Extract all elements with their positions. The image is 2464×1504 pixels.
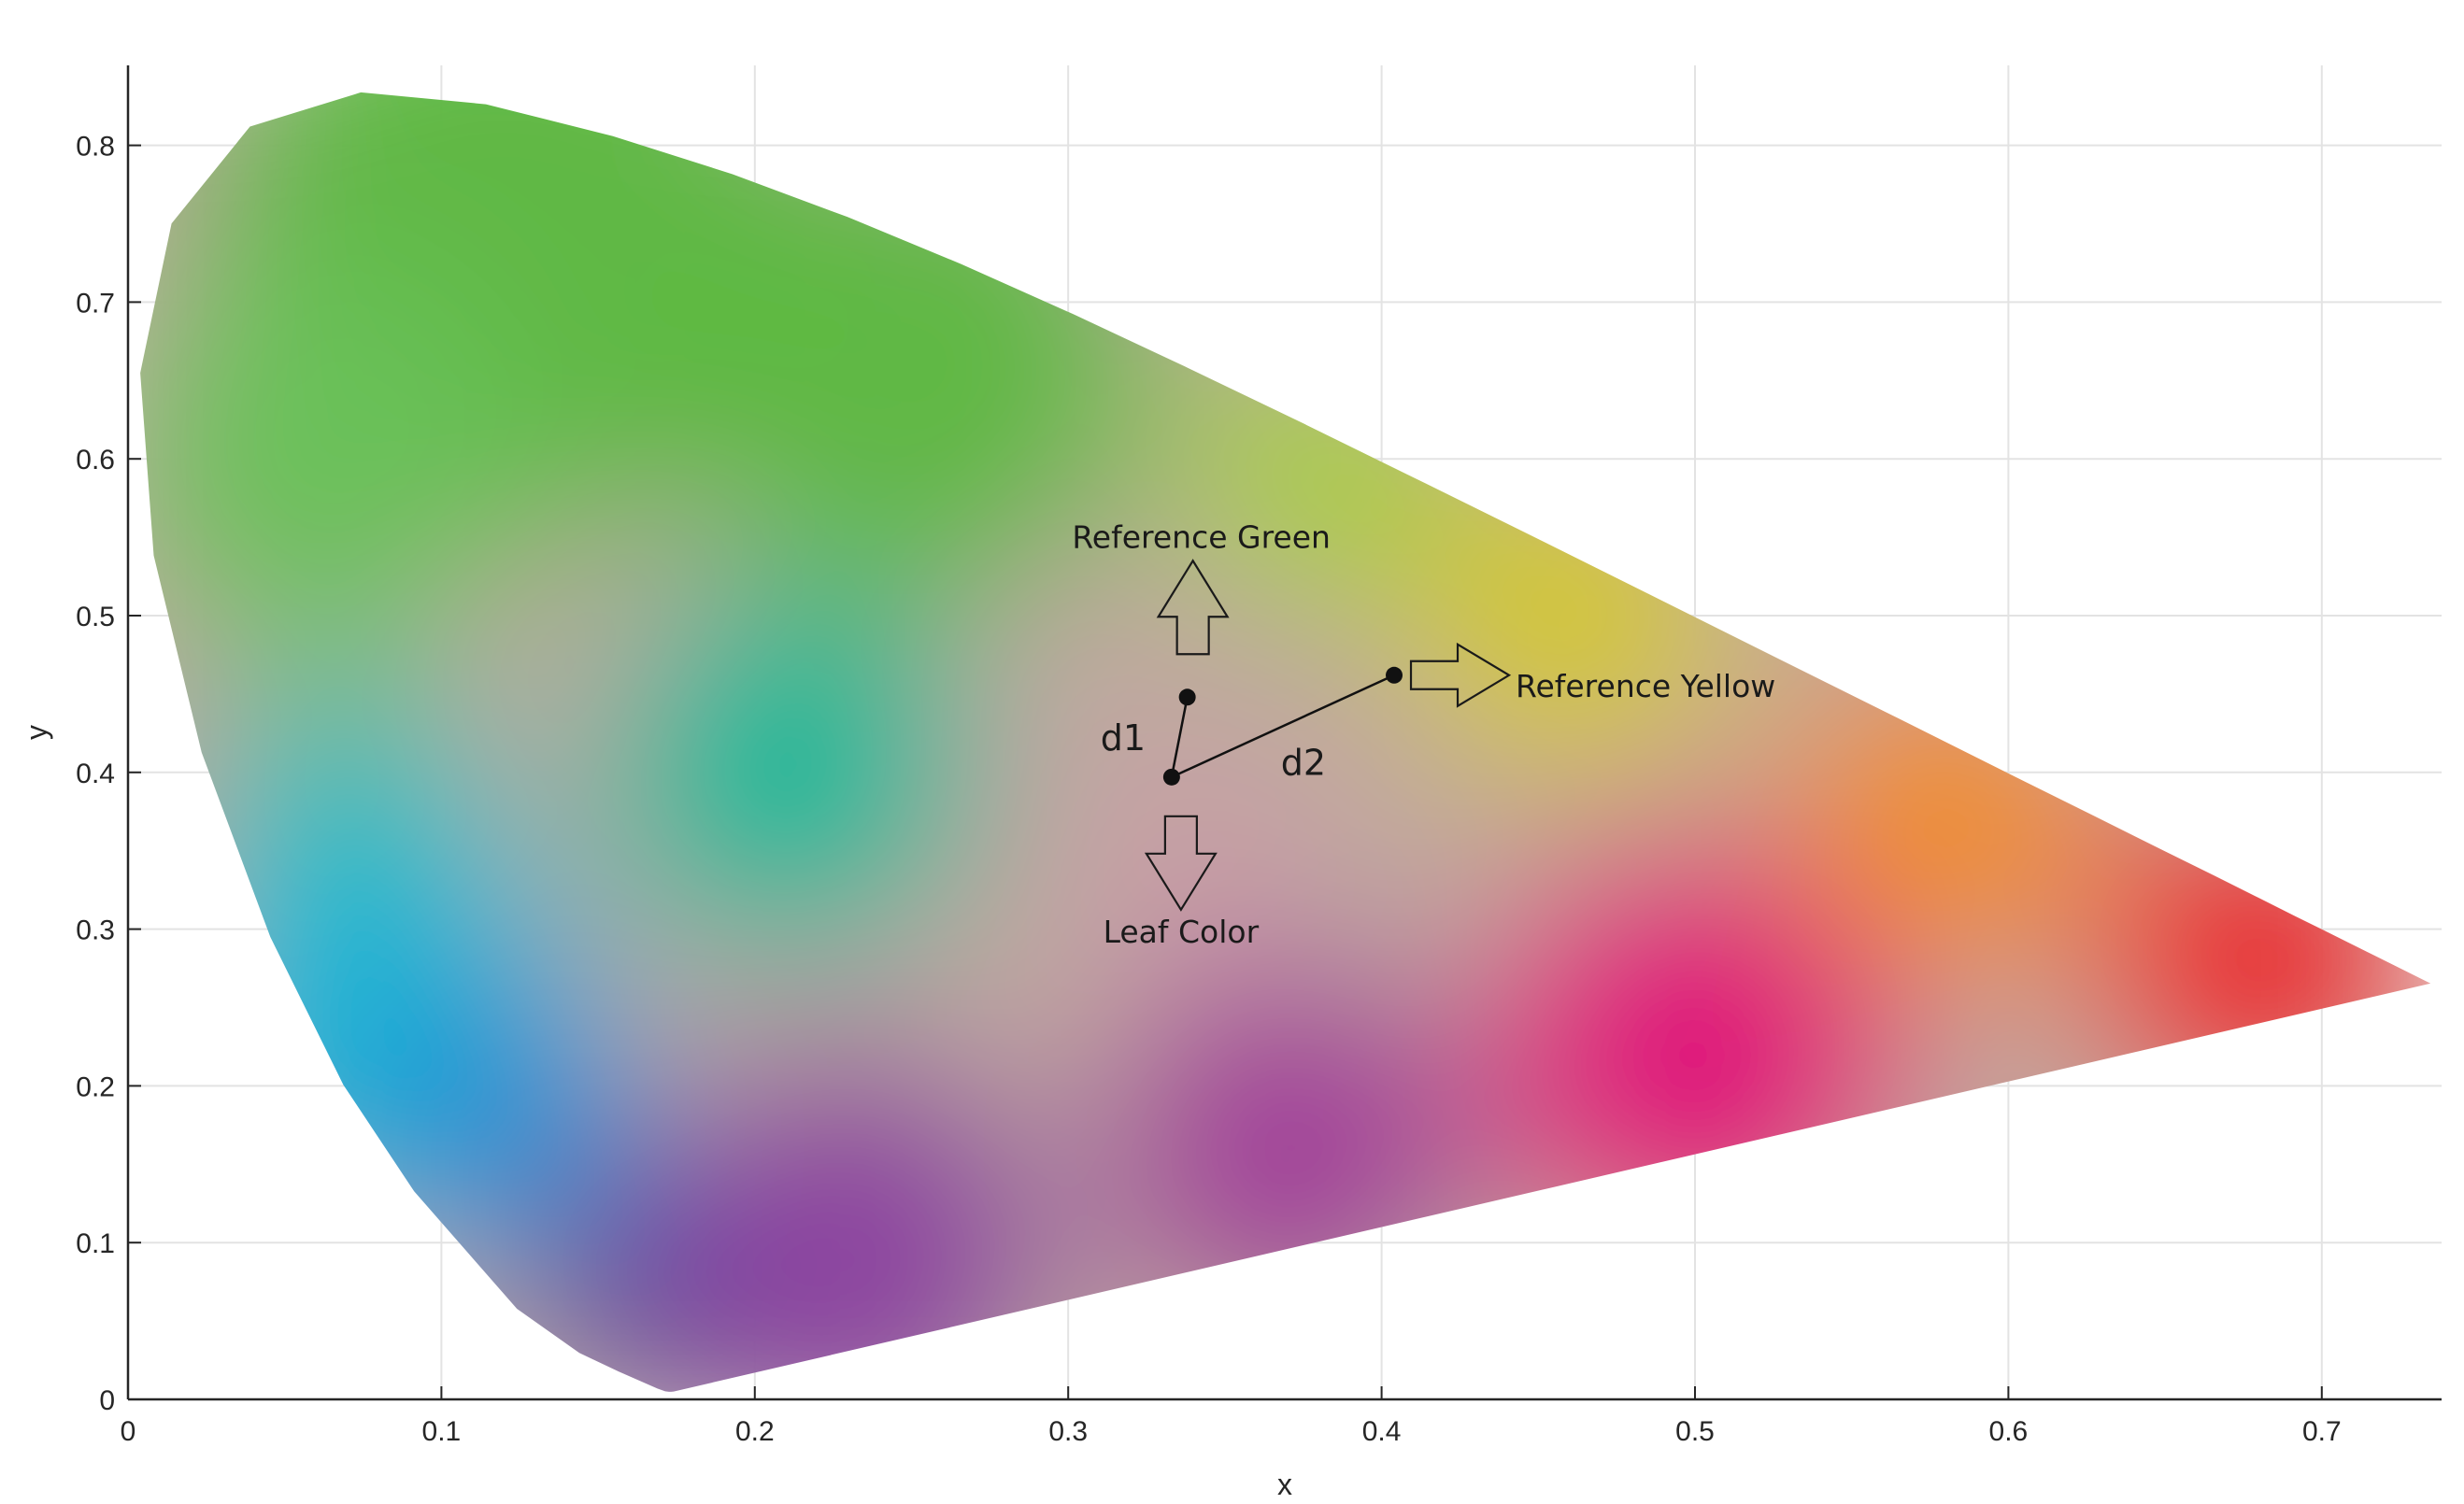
distance-segment bbox=[1170, 697, 1189, 778]
x-tick-label: 0.1 bbox=[422, 1416, 462, 1447]
label-reference-green: Reference Green bbox=[1072, 518, 1331, 555]
data-point bbox=[1386, 666, 1403, 684]
gamut-color-blob bbox=[140, 253, 522, 665]
y-tick-label: 0.8 bbox=[76, 132, 115, 163]
y-tick-label: 0 bbox=[99, 1385, 115, 1416]
gamut-color-blob bbox=[2090, 792, 2428, 1129]
distance-segment bbox=[1171, 674, 1395, 778]
gamut-color-blob bbox=[643, 1052, 1055, 1392]
arrow-up-icon bbox=[1156, 559, 1230, 656]
segment-label-d1: d1 bbox=[1101, 717, 1146, 759]
x-tick-label: 0.6 bbox=[1989, 1416, 2029, 1447]
tick-labels: 0 0.1 0.2 0.3 0.4 0.5 0.6 0.7 0 0.1 0.2 0.3 0.4 0.5 0.… bbox=[76, 132, 2341, 1447]
gamut-color-blob bbox=[1178, 333, 1460, 615]
arrow-down-icon bbox=[1144, 815, 1218, 912]
y-tick-label: 0.7 bbox=[76, 288, 115, 319]
x-tick-label: 0.3 bbox=[1048, 1416, 1088, 1447]
y-tick-label: 0.1 bbox=[76, 1228, 115, 1259]
label-leaf-color: Leaf Color bbox=[1104, 914, 1260, 950]
x-tick-label: 0.7 bbox=[2302, 1416, 2342, 1447]
label-reference-yellow: Reference Yellow bbox=[1516, 668, 1775, 704]
y-tick-label: 0.2 bbox=[76, 1071, 115, 1102]
x-tick-label: 0.2 bbox=[735, 1416, 775, 1447]
gamut-color-blob bbox=[363, 976, 645, 1257]
data-point bbox=[1162, 768, 1180, 786]
y-tick-label: 0.4 bbox=[76, 759, 115, 789]
axes bbox=[126, 65, 2442, 1401]
x-tick-label: 0 bbox=[121, 1416, 136, 1447]
y-tick-label: 0.5 bbox=[76, 602, 115, 632]
data-point bbox=[1178, 688, 1196, 706]
gamut-color-blob bbox=[1081, 770, 1306, 995]
gamut-color-blob bbox=[599, 585, 974, 959]
y-axis-label: y bbox=[20, 725, 53, 740]
x-tick-label: 0.4 bbox=[1362, 1416, 1402, 1447]
gamut-color-blob bbox=[1787, 660, 2105, 979]
x-tick-label: 0.5 bbox=[1675, 1416, 1715, 1447]
gamut-color-blob bbox=[1100, 961, 1474, 1336]
y-tick-label: 0.3 bbox=[76, 915, 115, 946]
x-axis-label: x bbox=[1277, 1468, 1292, 1501]
annotations: d1 d2 Reference Green Reference Yellow Leaf … bbox=[1072, 518, 1775, 950]
y-tick-label: 0.6 bbox=[76, 445, 115, 475]
arrow-right-icon bbox=[1409, 642, 1512, 708]
segment-label-d2: d2 bbox=[1281, 742, 1326, 783]
